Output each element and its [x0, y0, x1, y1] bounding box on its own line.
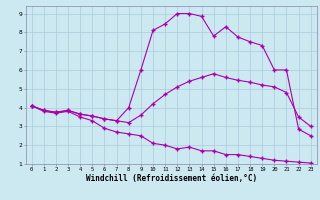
- X-axis label: Windchill (Refroidissement éolien,°C): Windchill (Refroidissement éolien,°C): [86, 174, 257, 183]
